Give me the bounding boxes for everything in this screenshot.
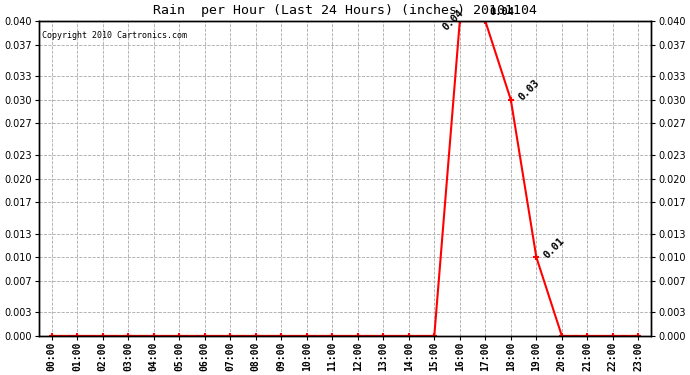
Text: 0.04: 0.04 <box>440 8 465 32</box>
Text: 0.04: 0.04 <box>489 7 515 17</box>
Title: Rain  per Hour (Last 24 Hours) (inches) 20101104: Rain per Hour (Last 24 Hours) (inches) 2… <box>153 4 537 17</box>
Text: 0.03: 0.03 <box>516 78 541 103</box>
Text: 0.01: 0.01 <box>542 235 566 260</box>
Text: Copyright 2010 Cartronics.com: Copyright 2010 Cartronics.com <box>42 30 187 39</box>
